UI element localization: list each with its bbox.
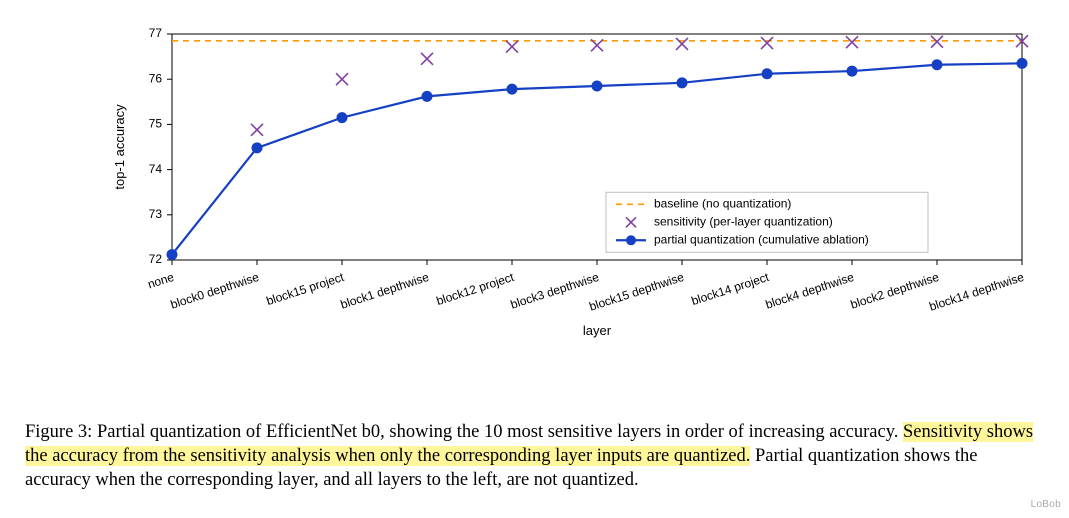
svg-text:block2 depthwise: block2 depthwise bbox=[849, 270, 941, 312]
svg-text:block12 project: block12 project bbox=[435, 270, 517, 308]
svg-text:75: 75 bbox=[149, 117, 163, 131]
svg-text:72: 72 bbox=[149, 252, 163, 266]
svg-text:block15 project: block15 project bbox=[265, 270, 347, 308]
svg-text:77: 77 bbox=[149, 26, 163, 40]
svg-text:76: 76 bbox=[149, 71, 163, 85]
svg-text:layer: layer bbox=[583, 323, 612, 338]
svg-text:block1 depthwise: block1 depthwise bbox=[339, 270, 431, 312]
svg-text:top-1 accuracy: top-1 accuracy bbox=[112, 104, 127, 190]
svg-text:block0 depthwise: block0 depthwise bbox=[169, 270, 261, 312]
svg-text:partial quantization (cumulati: partial quantization (cumulative ablatio… bbox=[654, 232, 869, 246]
svg-text:sensitivity (per-layer quantiz: sensitivity (per-layer quantization) bbox=[654, 214, 833, 228]
svg-text:block4 depthwise: block4 depthwise bbox=[764, 270, 856, 312]
svg-text:block14 depthwise: block14 depthwise bbox=[927, 270, 1026, 314]
svg-text:74: 74 bbox=[149, 162, 163, 176]
svg-text:baseline (no quantization): baseline (no quantization) bbox=[654, 196, 791, 210]
svg-text:block14 project: block14 project bbox=[690, 270, 772, 308]
chart-svg: 72 73 74 75 76 77 top-1 accuracy noneblock0 dep… bbox=[0, 0, 1069, 370]
chart-container: 72 73 74 75 76 77 top-1 accuracy noneblock0 dep… bbox=[0, 0, 1069, 370]
svg-text:73: 73 bbox=[149, 207, 163, 221]
svg-text:block3 depthwise: block3 depthwise bbox=[509, 270, 601, 312]
watermark: LoBob bbox=[1031, 499, 1061, 510]
caption-prefix: Figure 3: Partial quantization of Effici… bbox=[25, 422, 903, 442]
svg-text:none: none bbox=[146, 270, 176, 292]
svg-text:block15 depthwise: block15 depthwise bbox=[587, 270, 686, 314]
figure-caption: Figure 3: Partial quantization of Effici… bbox=[25, 420, 1045, 492]
